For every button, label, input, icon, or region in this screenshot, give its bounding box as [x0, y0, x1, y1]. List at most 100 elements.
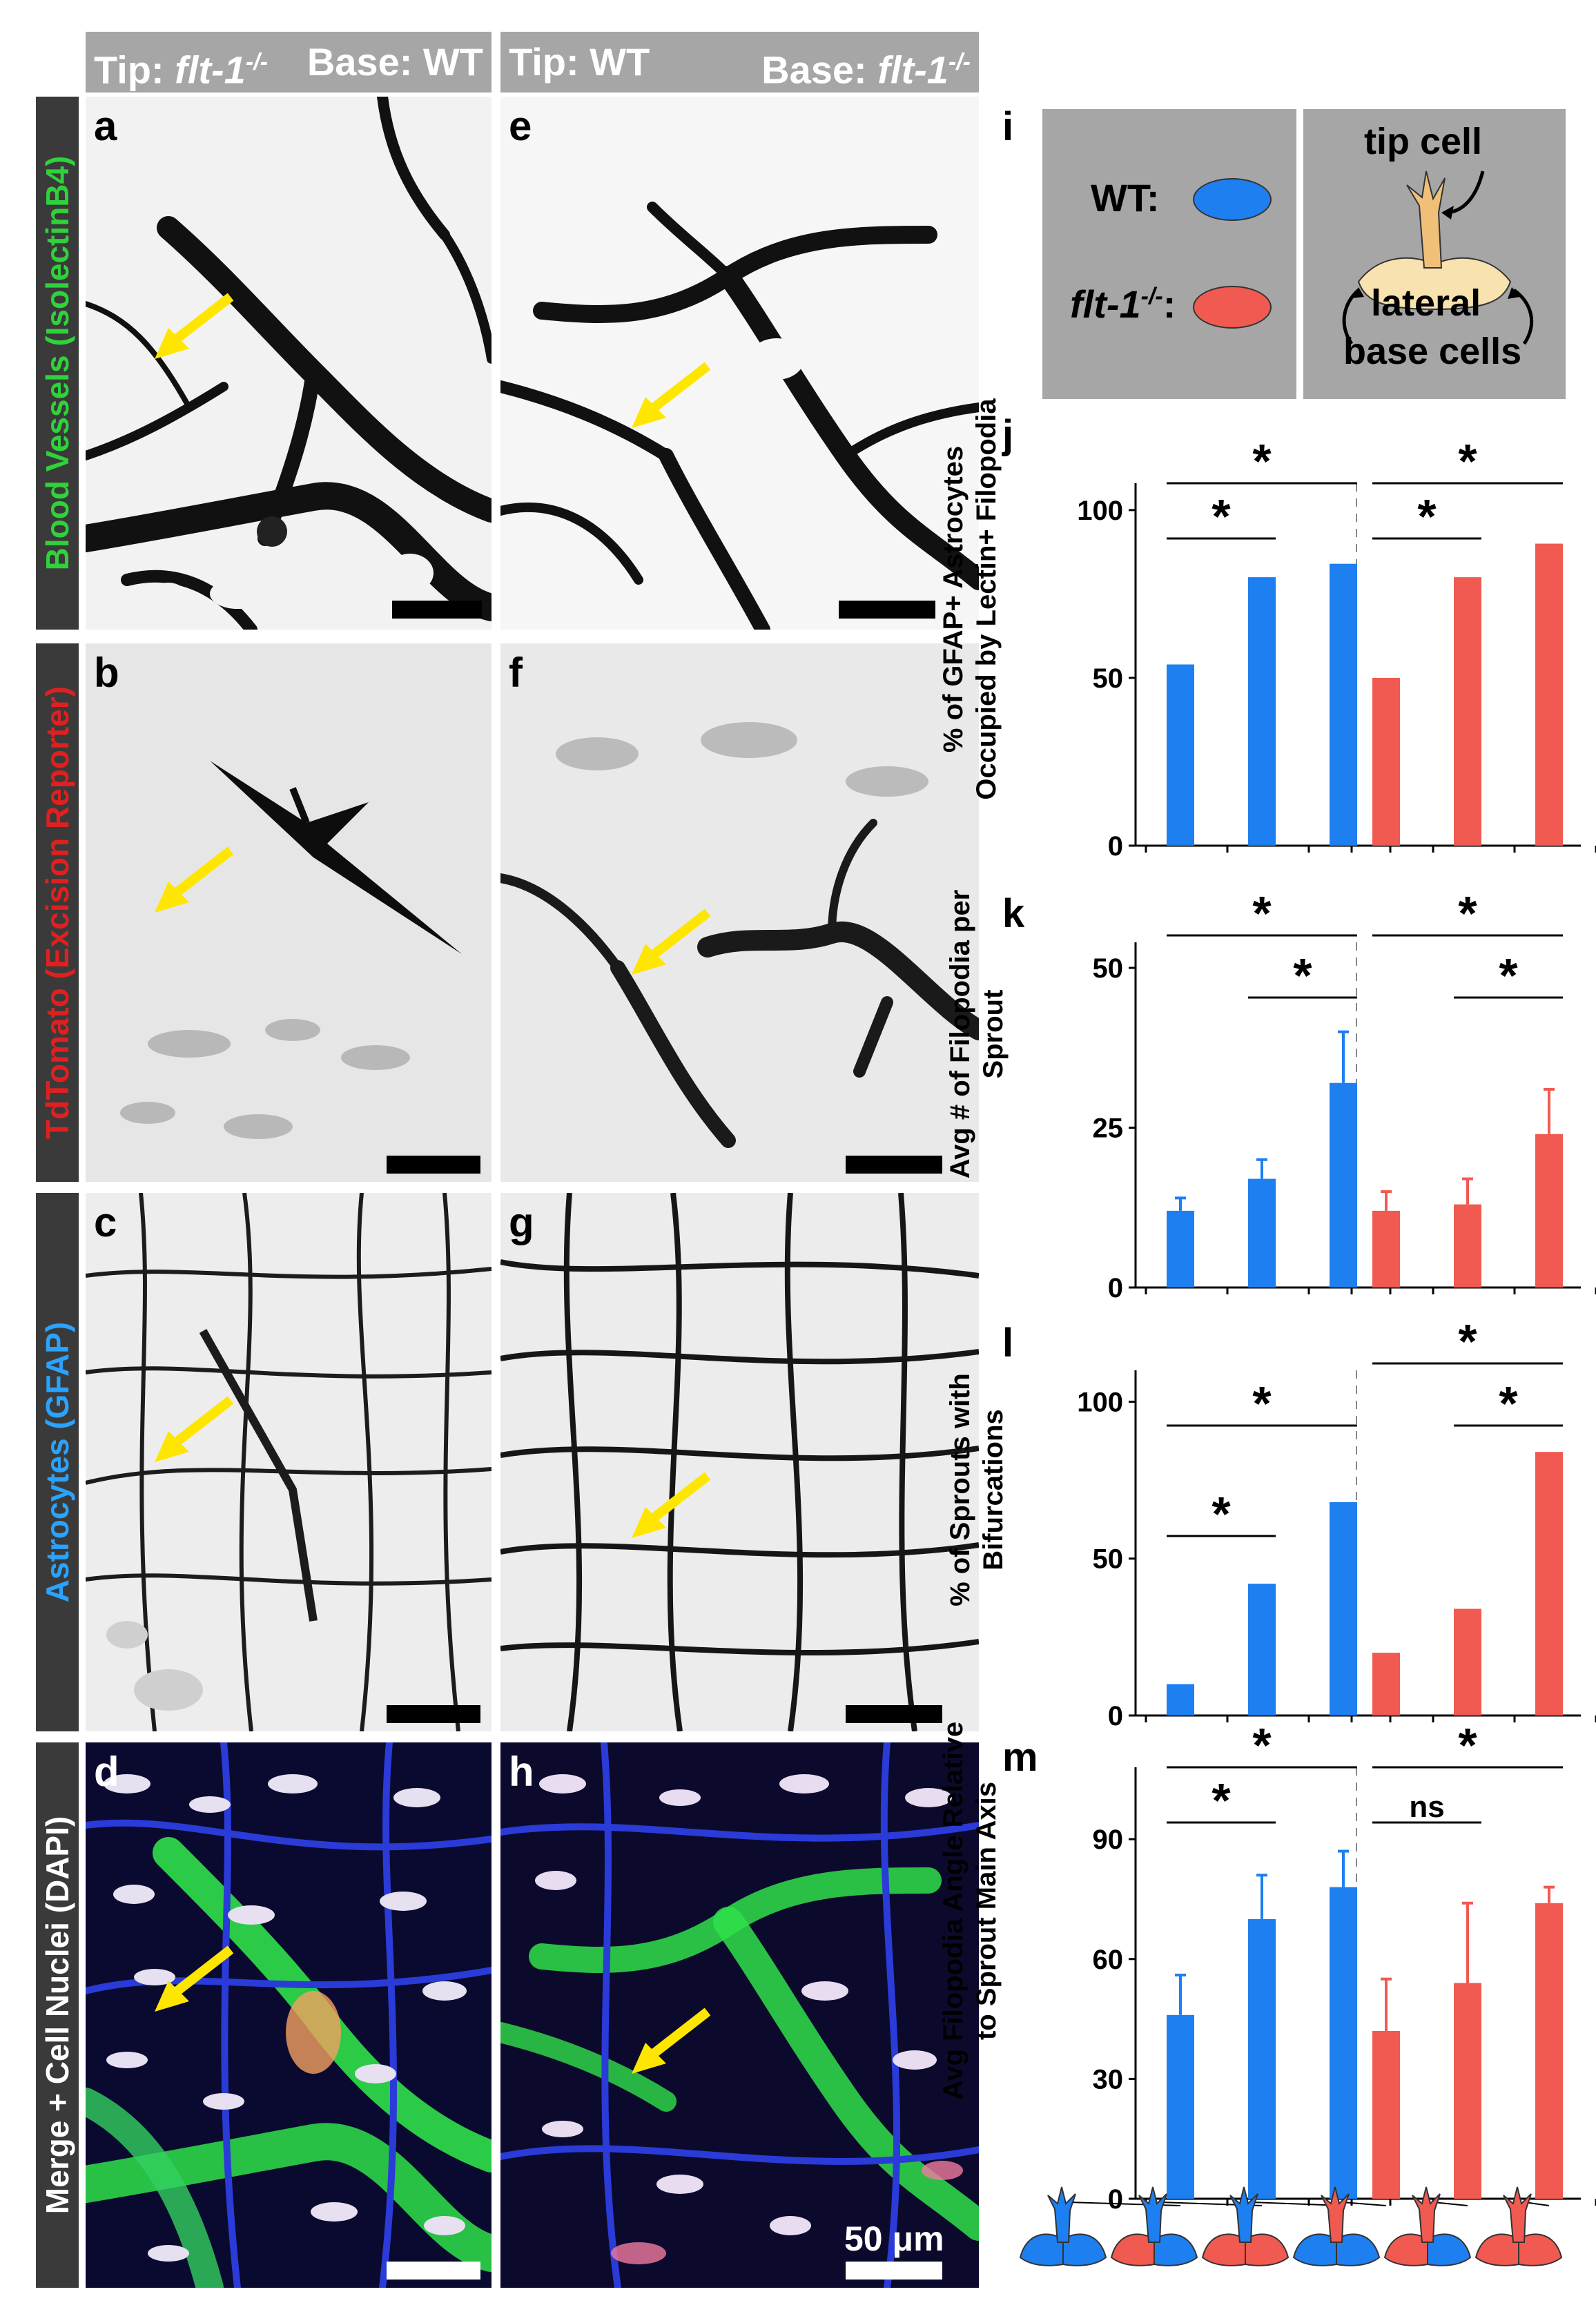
sprout-icon-tip [1229, 2186, 1258, 2243]
sprout-icon-left-base [1292, 2233, 1337, 2266]
chart-m-bar [1372, 2030, 1400, 2199]
chart-m-ytick-label: 30 [1093, 2064, 1124, 2094]
panel-f-scalebar [846, 1156, 942, 1174]
chart-k-sig-label: * [1458, 886, 1477, 940]
chart-j-bar [1248, 577, 1276, 846]
sprout-icon-left-base [1110, 2233, 1155, 2266]
sprout-icon-left-base [1383, 2233, 1428, 2266]
panel-a-scalebar [392, 601, 482, 619]
panel-d-label: d [94, 1749, 119, 1795]
chart-m-sig-label: * [1458, 1718, 1477, 1772]
panel-h-merge [500, 1742, 979, 2288]
chart-l-bar [1167, 1684, 1194, 1715]
sprout-icon-right-base [1336, 2233, 1381, 2266]
chart-j-sig-label: * [1252, 434, 1272, 488]
sprout-icon-connector [1524, 2201, 1550, 2206]
header-left: Tip: flt-1-/- Base: WT [86, 32, 492, 93]
legend-flt-genotype: flt-1 [1070, 282, 1141, 326]
row-label-tdtomato-text: TdTomato (Excision Reporter) [39, 686, 75, 1139]
panel-e-scalebar [839, 601, 935, 619]
chart-j-ytick-label: 50 [1093, 663, 1124, 694]
sprout-icon-right-base [1427, 2233, 1472, 2266]
chart-j-bar [1167, 664, 1194, 846]
header-left-tip: Tip: [94, 48, 175, 92]
chart-k-sig-label: * [1293, 949, 1312, 1002]
legend-lateral-label: lateral [1371, 282, 1481, 324]
header-right-tip: Tip: WT [509, 40, 650, 84]
legend-sprout-diagram [1342, 171, 1534, 345]
chart-m-ylabel: Avg Filopodia Angle Relative to Sprout M… [938, 1721, 1002, 2101]
chart-k-bar [1372, 1210, 1400, 1287]
chart-m-bar [1454, 1983, 1481, 2199]
panel-g-image: g [500, 1193, 979, 1731]
chart-j-ytick-label: 0 [1108, 831, 1123, 862]
header-left-tip-genotype: flt-1 [175, 48, 246, 92]
chart-k-bar [1454, 1204, 1481, 1287]
chart-m-sig-label: * [1252, 1718, 1272, 1772]
sprout-icon-tip [1138, 2186, 1167, 2243]
row-label-merge-text: Merge + Cell Nuclei (DAPI) [39, 1816, 75, 2215]
panel-h-label: h [509, 1749, 534, 1795]
chart-l-bar [1372, 1653, 1400, 1715]
chart-l-bar [1330, 1501, 1357, 1715]
panel-j-label: j [1002, 412, 1014, 457]
sprout-icon-connector [1341, 2201, 1387, 2206]
row-label-vessels-text: Blood Vessels (IsolectinB4) [39, 155, 75, 571]
chart-l-ytick-label: 100 [1077, 1387, 1123, 1417]
chart-l-sig-label: * [1211, 1487, 1231, 1541]
panel-e-vessels [500, 202, 979, 630]
chart-k-bar [1535, 1134, 1563, 1287]
panel-c-astrocytes [86, 1193, 492, 1731]
panel-d-merge [86, 1742, 492, 2288]
chart-l-bar [1535, 1452, 1563, 1715]
sprout-icon-left-base [1201, 2233, 1246, 2266]
chart-m-sig-label: * [1211, 1773, 1231, 1827]
panel-f-cells [500, 722, 979, 1148]
panel-f-image: f [500, 643, 979, 1182]
sprout-icon-tip [1412, 2186, 1441, 2243]
legend-box-genotypes: WT: flt-1-/-: [1042, 109, 1296, 399]
chart-m-bar [1167, 2014, 1194, 2199]
legend-wt-label: WT: [1091, 176, 1160, 220]
sprout-icon-connector [1432, 2201, 1468, 2206]
chart-j-bar [1372, 677, 1400, 846]
sprout-icon-right-base [1062, 2233, 1107, 2266]
panel-e-label: e [509, 103, 532, 149]
header-right-base-genotype: flt-1 [877, 48, 948, 92]
chart-j-sig-label: * [1458, 434, 1477, 488]
sprout-icon-right-base [1245, 2233, 1290, 2266]
legend-box-cells: tip cell lateral base cells [1303, 109, 1566, 399]
panel-d-image: d [86, 1742, 492, 2288]
panel-m-label: m [1002, 1735, 1038, 1780]
panel-c-label: c [94, 1199, 117, 1245]
row-label-merge: Merge + Cell Nuclei (DAPI) [36, 1742, 79, 2288]
scale-bar-label: 50 μm [844, 2219, 944, 2258]
chart-m-ytick-label: 0 [1108, 2184, 1123, 2215]
chart-l-bar [1248, 1584, 1276, 1715]
panel-b-image: b [86, 643, 492, 1182]
chart-k-bar [1330, 1082, 1357, 1287]
sprout-icon-connector [1250, 2201, 1344, 2206]
panel-i-label: i [1002, 104, 1014, 149]
panel-a-label: a [94, 103, 117, 149]
chart-m-ytick-label: 60 [1093, 1945, 1124, 1975]
chart-m-bar [1248, 1918, 1276, 2199]
legend-wt-swatch [1193, 178, 1272, 221]
panel-c-scalebar [387, 1705, 480, 1723]
sprout-icon-tip [1047, 2186, 1076, 2243]
row-label-tdtomato: TdTomato (Excision Reporter) [36, 643, 79, 1182]
header-right: Tip: WT Base: flt-1-/- [500, 32, 979, 93]
legend-flt-label: flt-1-/-: [1070, 282, 1176, 327]
chart-k-ytick-label: 50 [1093, 953, 1124, 984]
panel-b-scalebar [387, 1156, 480, 1174]
chart-j-bar [1454, 577, 1481, 846]
chart-m-ytick-label: 90 [1093, 1825, 1124, 1855]
chart-k-sig-label: * [1499, 949, 1518, 1002]
chart-k-ylabel: Avg # of Filopodia per Sprout [945, 889, 1009, 1179]
panel-g-scalebar [846, 1705, 942, 1723]
legend-tip-cell-label: tip cell [1364, 121, 1483, 162]
header-left-base: Base: WT [306, 40, 483, 84]
panel-c-image: c [86, 1193, 492, 1731]
chart-j-bar [1330, 563, 1357, 846]
header-right-base-sup: -/- [948, 49, 971, 75]
